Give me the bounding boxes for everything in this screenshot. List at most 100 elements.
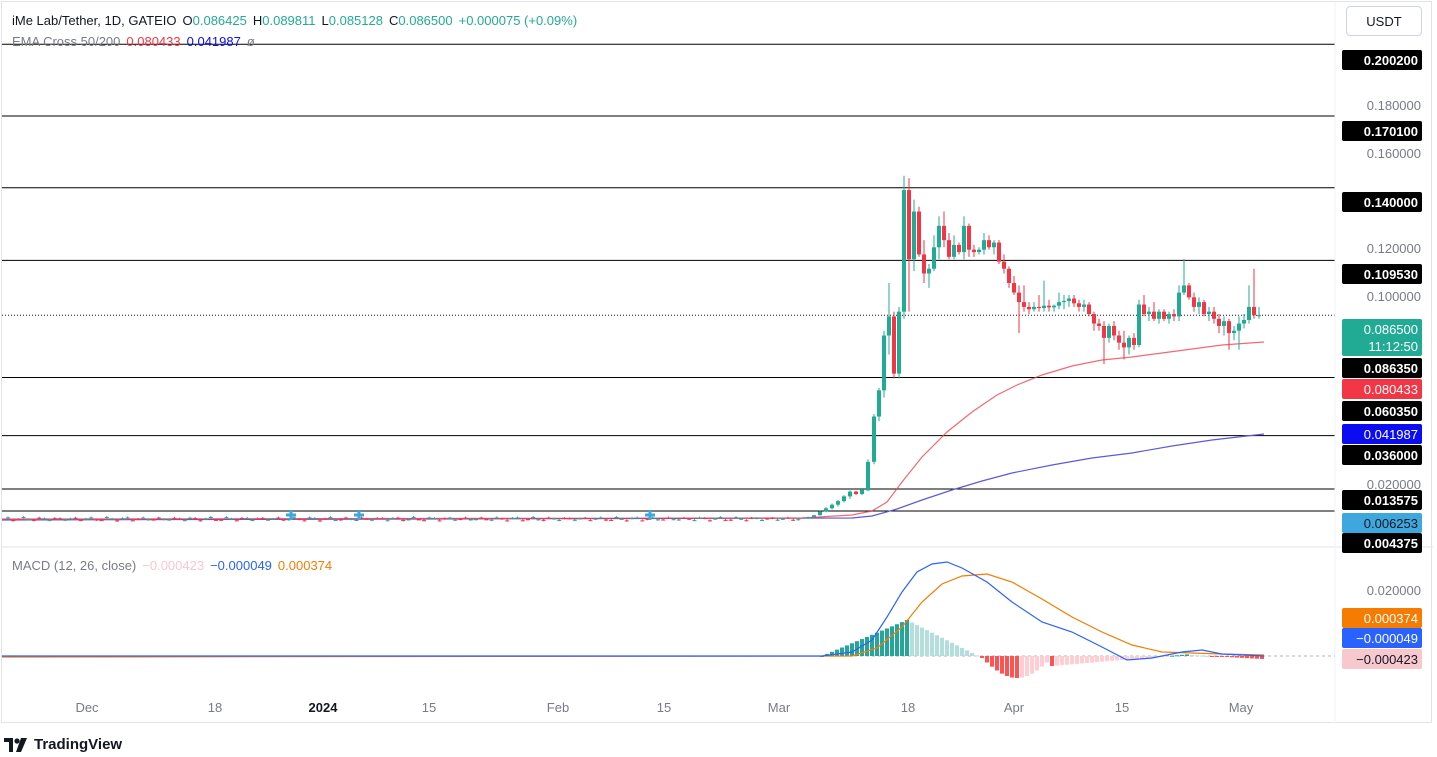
ema-50-line xyxy=(2,341,1265,520)
ema-200-path xyxy=(2,433,1265,521)
tradingview-brand[interactable]: TradingView xyxy=(4,736,122,753)
time-tick-label: 15 xyxy=(657,700,671,715)
close-value: 0.086500 xyxy=(398,13,453,28)
macd-histogram-bar xyxy=(1150,656,1154,658)
price-label-box[interactable] xyxy=(1342,50,1422,70)
candle-body xyxy=(860,489,864,494)
price-label-box[interactable] xyxy=(1342,358,1422,378)
candle-body xyxy=(1122,342,1126,348)
macd-histogram-bar xyxy=(1050,656,1054,666)
candle-body xyxy=(1182,285,1186,293)
candle-body xyxy=(63,519,68,521)
candle-body xyxy=(645,518,650,520)
price-label-text: 0.140000 xyxy=(1364,195,1418,210)
price-tick-label: 0.120000 xyxy=(1367,241,1421,256)
macd-histogram-bar xyxy=(1070,656,1074,665)
candle-body xyxy=(907,190,911,260)
candle-body xyxy=(806,517,810,519)
macd-histogram-bar xyxy=(830,651,834,656)
price-label-text: 0.041987 xyxy=(1364,427,1418,442)
candle-body xyxy=(266,519,270,521)
symbol-legend: iMe Lab/Tether, 1D, GATEIO O 0.086425 H 0.… xyxy=(12,13,577,28)
macd-histogram-bar xyxy=(1230,656,1234,658)
candle-body xyxy=(526,519,530,521)
candle-body xyxy=(380,518,385,520)
macd-histogram-bar xyxy=(835,649,839,656)
macd-label[interactable]: MACD (12, 26, close) xyxy=(12,558,137,573)
candle-body xyxy=(203,518,208,520)
candle-body xyxy=(515,517,520,519)
price-label-box[interactable] xyxy=(1342,192,1422,212)
currency-button[interactable]: USDT xyxy=(1346,6,1422,36)
macd-histogram-bar xyxy=(965,650,969,656)
price-label-text: 0.036000 xyxy=(1364,448,1418,463)
price-chart[interactable]: 0.180000 0.160000 0.120000 0.100000 0.020000… xyxy=(2,2,1433,724)
candle-body xyxy=(1137,304,1141,346)
candle-body xyxy=(224,517,229,519)
macd-label-box[interactable] xyxy=(1342,608,1422,628)
price-label-box[interactable] xyxy=(1342,445,1422,465)
price-label-box[interactable] xyxy=(1342,513,1422,533)
candle-body xyxy=(364,518,369,520)
macd-histogram-bar xyxy=(1080,656,1084,664)
macd-label-box[interactable] xyxy=(1342,649,1422,669)
candle-body xyxy=(697,517,702,519)
candle-body xyxy=(872,416,876,462)
macd-histogram-bar xyxy=(1195,655,1199,657)
candle-body xyxy=(666,517,671,519)
candle-body xyxy=(1247,306,1251,320)
candle-body xyxy=(682,517,686,519)
change-value: +0.000075 (+0.09%) xyxy=(458,13,578,28)
price-label-box[interactable] xyxy=(1342,319,1422,339)
macd-legend: MACD (12, 26, close) −0.000423 −0.000049… xyxy=(12,558,332,573)
macd-signal-value: 0.000374 xyxy=(277,558,333,573)
time-tick-label: 2024 xyxy=(309,700,339,715)
macd-histogram-bar xyxy=(1110,656,1114,661)
price-label-box[interactable] xyxy=(1342,121,1422,141)
macd-histogram-bar xyxy=(1000,656,1004,674)
price-label-box[interactable] xyxy=(1342,533,1422,553)
candle-body xyxy=(58,518,62,520)
candle-body xyxy=(744,520,749,522)
candle-body xyxy=(505,520,510,522)
candle-body xyxy=(260,517,265,519)
macd-histogram-bar xyxy=(1260,656,1264,659)
candle-body xyxy=(26,519,31,521)
candle-body xyxy=(842,496,846,502)
candle-body xyxy=(635,517,640,519)
price-label-box[interactable] xyxy=(1342,264,1422,284)
price-label-box[interactable] xyxy=(1342,424,1422,444)
macd-histogram-bar xyxy=(1225,656,1229,657)
price-label-box[interactable] xyxy=(1342,336,1422,356)
macd-histogram-bar xyxy=(1240,656,1244,658)
macd-histogram-bar xyxy=(935,635,939,656)
candle-body xyxy=(240,517,244,519)
macd-histogram-bar xyxy=(945,640,949,656)
symbol-title[interactable]: iMe Lab/Tether, 1D, GATEIO xyxy=(12,13,177,28)
candle-body xyxy=(1132,337,1136,346)
candle-body xyxy=(182,520,187,522)
candle-body xyxy=(47,520,52,522)
candle-body xyxy=(312,518,317,520)
candle-body xyxy=(1147,311,1151,315)
candle-body xyxy=(271,518,276,520)
candle-body xyxy=(1152,311,1156,319)
candle-body xyxy=(292,517,296,519)
candle-body xyxy=(120,518,125,520)
ema-label[interactable]: EMA Cross 50/200 xyxy=(12,34,121,49)
macd-histogram-bar xyxy=(1090,656,1094,663)
candle-body xyxy=(177,518,182,520)
price-label-box[interactable] xyxy=(1342,490,1422,510)
candle-body xyxy=(1067,298,1071,301)
macd-histogram-bar xyxy=(1135,656,1139,659)
candle-body xyxy=(572,519,577,521)
candle-body xyxy=(583,517,588,519)
macd-label-box[interactable] xyxy=(1342,628,1422,648)
price-label-box[interactable] xyxy=(1342,401,1422,421)
candle-body xyxy=(1112,325,1116,336)
settings-glyph-icon[interactable]: ø xyxy=(246,34,255,49)
price-label-box[interactable] xyxy=(1342,379,1422,399)
macd-histogram-bar xyxy=(950,642,954,656)
low-value: 0.085128 xyxy=(328,13,383,28)
candle-body xyxy=(578,518,582,520)
